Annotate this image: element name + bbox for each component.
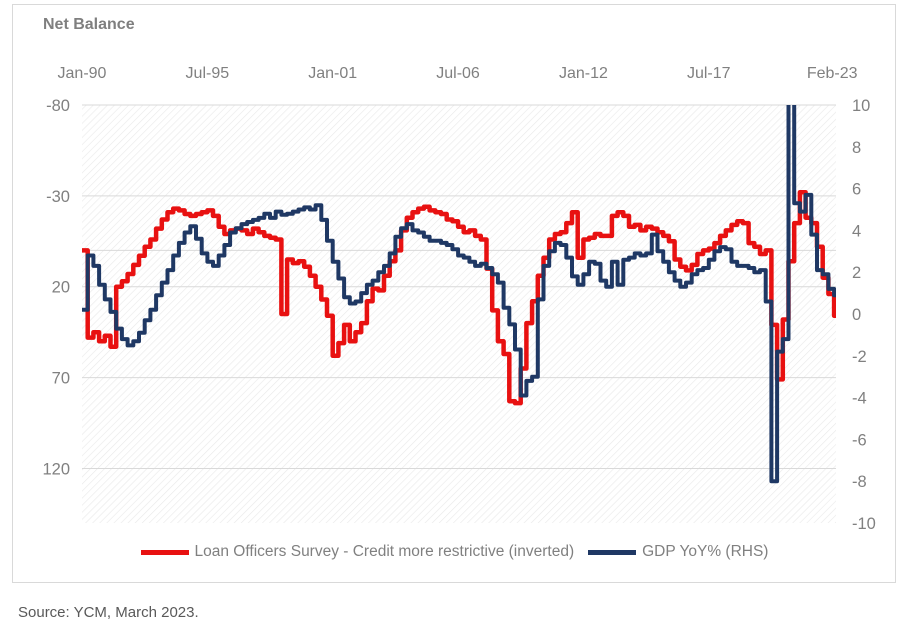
legend-label: GDP YoY% (RHS): [642, 543, 769, 560]
chart-title: Net Balance: [43, 16, 135, 33]
source-note: Source: YCM, March 2023.: [18, 604, 199, 621]
left-axis-tick-label: -30: [46, 188, 70, 206]
x-axis-tick-label: Jan-12: [559, 65, 608, 82]
right-axis-tick-label: 2: [852, 264, 861, 282]
x-axis-tick-label: Jul-17: [687, 65, 731, 82]
gdp-yoy-line: [82, 105, 836, 484]
right-axis-tick-label: -4: [852, 390, 867, 408]
legend-item-gdp-yoy: GDP YoY% (RHS): [588, 543, 768, 561]
left-axis-tick-label: 20: [52, 279, 70, 297]
right-axis-tick-label: 8: [852, 139, 861, 157]
right-axis-tick-label: -2: [852, 348, 867, 366]
right-axis-tick-label: 6: [852, 181, 861, 199]
x-axis-tick-label: Jan-01: [308, 65, 357, 82]
legend-item-loan-officers-survey: Loan Officers Survey - Credit more restr…: [140, 543, 575, 561]
right-axis-tick-label: -6: [852, 431, 867, 449]
right-axis-tick-label: -10: [852, 515, 876, 533]
chart-legend: Loan Officers Survey - Credit more restr…: [0, 543, 909, 561]
right-axis-tick-label: 4: [852, 222, 861, 240]
navy-line-swatch-icon: [588, 549, 637, 555]
x-axis-tick-label: Feb-23: [807, 65, 858, 82]
right-axis-tick-label: -8: [852, 473, 867, 491]
left-axis-tick-label: 70: [52, 370, 70, 388]
loan-officers-survey-line: [82, 189, 836, 406]
red-line-swatch-icon: [140, 549, 189, 555]
right-axis-tick-label: 0: [852, 306, 861, 324]
left-axis-tick-label: -80: [46, 97, 70, 115]
x-axis-tick-label: Jul-06: [436, 65, 480, 82]
legend-label: Loan Officers Survey - Credit more restr…: [194, 543, 575, 560]
left-axis-tick-label: 120: [42, 460, 70, 478]
x-axis-tick-label: Jan-90: [58, 65, 107, 82]
plot-background: [82, 105, 836, 523]
x-axis-tick-label: Jul-95: [186, 65, 230, 82]
right-axis-tick-label: 10: [852, 97, 870, 115]
